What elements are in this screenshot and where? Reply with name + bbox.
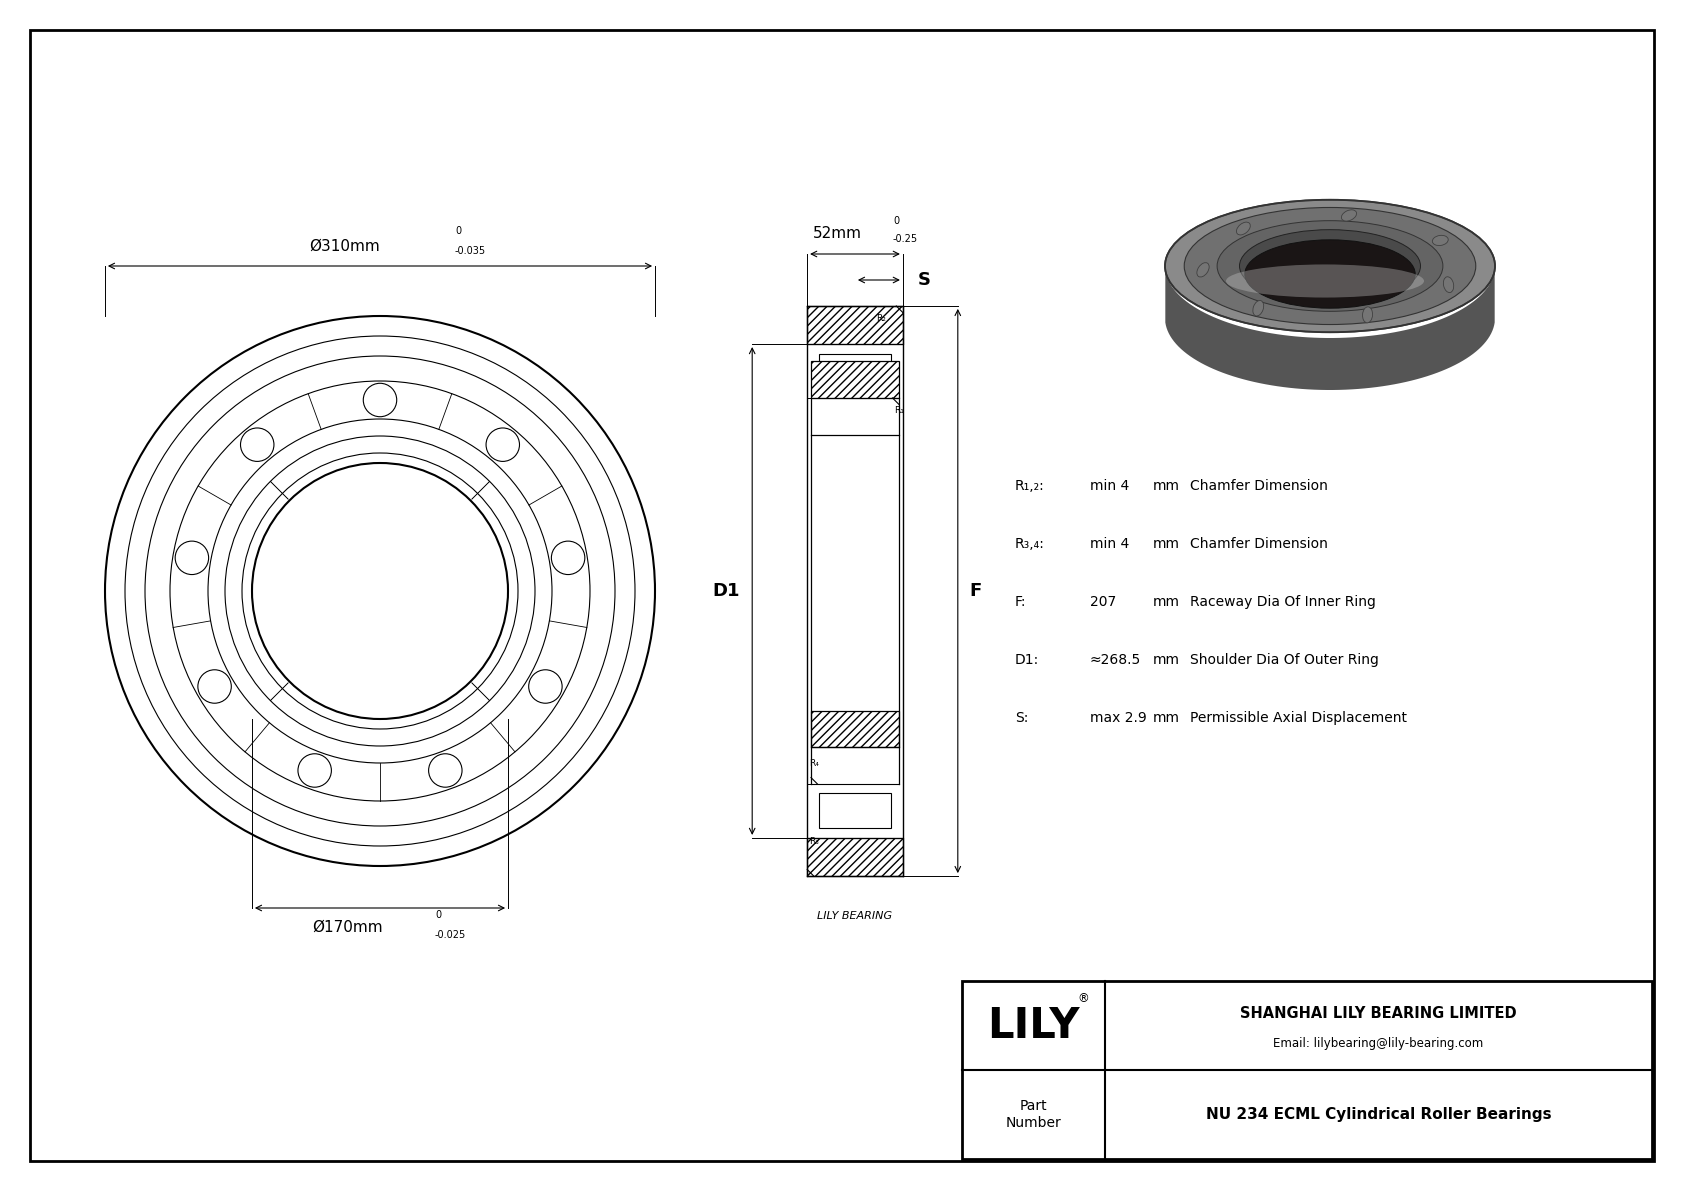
Ellipse shape (1236, 222, 1250, 235)
Text: Raceway Dia Of Inner Ring: Raceway Dia Of Inner Ring (1191, 596, 1376, 609)
Ellipse shape (1253, 300, 1263, 316)
Ellipse shape (1443, 276, 1453, 293)
Text: R₁,₂:: R₁,₂: (1015, 479, 1044, 493)
Text: LILY BEARING: LILY BEARING (817, 911, 893, 921)
Ellipse shape (1184, 207, 1475, 324)
Text: D1:: D1: (1015, 653, 1039, 667)
Text: ®: ® (1078, 992, 1090, 1005)
Ellipse shape (1226, 264, 1425, 298)
Ellipse shape (1362, 307, 1372, 323)
Text: 0: 0 (434, 910, 441, 919)
Text: R₃,₄:: R₃,₄: (1015, 537, 1044, 551)
Text: min 4: min 4 (1090, 537, 1130, 551)
Text: 207: 207 (1090, 596, 1116, 609)
Text: Ø170mm: Ø170mm (313, 919, 384, 935)
Text: mm: mm (1154, 653, 1180, 667)
Bar (812, 711, 899, 747)
Bar (818, 354, 891, 388)
Ellipse shape (1244, 239, 1415, 308)
Text: Email: lilybearing@lily-bearing.com: Email: lilybearing@lily-bearing.com (1273, 1037, 1484, 1050)
Text: 0: 0 (893, 216, 899, 226)
Bar (807, 837, 903, 877)
Text: Part
Number: Part Number (1005, 1099, 1061, 1129)
Text: LILY: LILY (987, 1004, 1079, 1047)
Text: Chamfer Dimension: Chamfer Dimension (1191, 537, 1329, 551)
Bar (807, 306, 903, 344)
Text: -0.035: -0.035 (455, 247, 487, 256)
Text: 52mm: 52mm (812, 226, 862, 241)
Text: S: S (918, 272, 931, 289)
Text: S:: S: (1015, 711, 1029, 725)
Ellipse shape (1197, 263, 1209, 278)
Text: F: F (970, 582, 982, 600)
Text: SHANGHAI LILY BEARING LIMITED: SHANGHAI LILY BEARING LIMITED (1239, 1006, 1517, 1021)
Bar (812, 361, 899, 398)
Text: mm: mm (1154, 537, 1180, 551)
Text: Chamfer Dimension: Chamfer Dimension (1191, 479, 1329, 493)
Text: mm: mm (1154, 596, 1180, 609)
Text: max 2.9: max 2.9 (1090, 711, 1147, 725)
Ellipse shape (1218, 220, 1443, 311)
Text: 0: 0 (455, 226, 461, 236)
Bar (818, 793, 891, 829)
Ellipse shape (1342, 210, 1357, 222)
Text: R₃: R₃ (810, 837, 818, 846)
Text: R₁: R₁ (894, 406, 904, 414)
Text: Shoulder Dia Of Outer Ring: Shoulder Dia Of Outer Ring (1191, 653, 1379, 667)
Text: Permissible Axial Displacement: Permissible Axial Displacement (1191, 711, 1408, 725)
Text: min 4: min 4 (1090, 479, 1130, 493)
Text: Ø310mm: Ø310mm (310, 239, 381, 254)
Text: -0.025: -0.025 (434, 930, 466, 940)
Text: ≈268.5: ≈268.5 (1090, 653, 1142, 667)
Ellipse shape (1239, 230, 1421, 303)
Text: D1: D1 (712, 582, 741, 600)
Text: mm: mm (1154, 711, 1180, 725)
Ellipse shape (1165, 200, 1495, 332)
Ellipse shape (1433, 236, 1448, 245)
Text: R₂: R₂ (876, 314, 886, 323)
Text: mm: mm (1154, 479, 1180, 493)
Text: R₄: R₄ (808, 759, 818, 768)
Polygon shape (1165, 270, 1495, 389)
Text: F:: F: (1015, 596, 1027, 609)
Text: -0.25: -0.25 (893, 233, 918, 244)
Text: NU 234 ECML Cylindrical Roller Bearings: NU 234 ECML Cylindrical Roller Bearings (1206, 1106, 1551, 1122)
